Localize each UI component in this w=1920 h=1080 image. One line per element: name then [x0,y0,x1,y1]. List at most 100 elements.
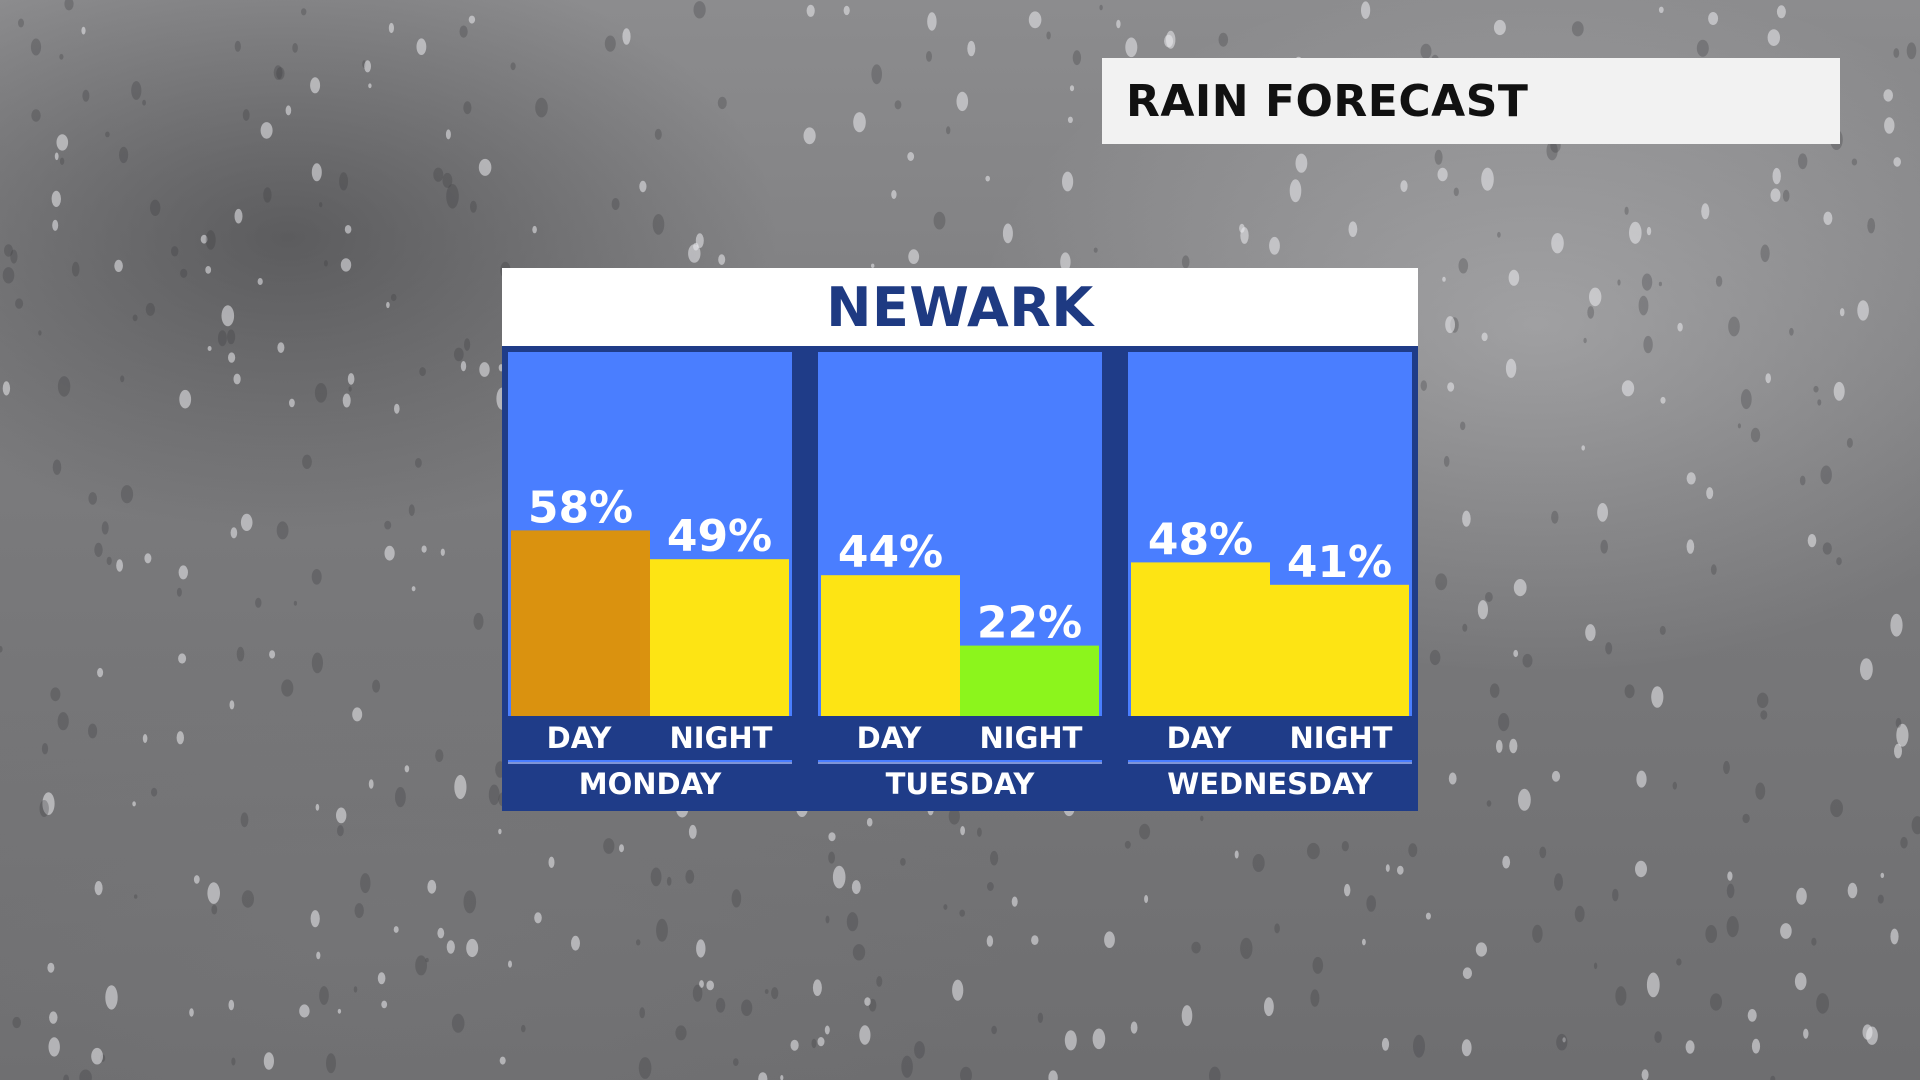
rain-drop [440,548,445,556]
rain-drop [1191,941,1201,954]
rain-drop [636,939,641,946]
rain-drop [435,749,444,762]
rain-drop [1895,717,1902,728]
rain-drop [427,879,437,894]
rain-drop [1659,625,1666,635]
rain-drop [425,957,429,963]
rain-drop [1857,300,1869,321]
rain-drop [88,492,97,505]
rain-drop [94,881,103,896]
rain-drop [97,667,104,678]
rain-drop [685,869,695,884]
rain-drop [758,1072,768,1080]
rain-drop [943,904,948,910]
rain-drop [276,521,289,540]
rain-drop [415,458,422,468]
rain-drop [532,225,537,234]
rain-drop [473,612,484,630]
rain-drop [1551,510,1559,524]
rain-drop [1046,31,1051,40]
rain-drop [948,807,960,825]
rain-drop [1890,613,1903,637]
rain-drop [1092,1028,1106,1050]
rain-drop [51,190,61,207]
rain-drop [1069,85,1075,92]
rain-drop [314,383,328,403]
rain-drop [843,5,850,16]
rain-drop [1477,600,1488,620]
rain-drop [1341,841,1349,852]
rain-drop [1794,972,1807,991]
rain-drop [132,314,138,322]
rain-drop [1310,989,1320,1007]
rain-drop [132,801,136,807]
rain-drop [145,302,155,316]
rain-drop [1462,623,1468,632]
rain-drop [1726,883,1735,899]
rain-drop [364,60,371,73]
rain-drop [1443,455,1450,467]
rain-forecast-banner: RAIN FORECAST [1102,58,1840,144]
rain-drop [1048,1070,1058,1080]
rain-drop [914,1041,925,1059]
rain-drop [1846,437,1853,448]
rain-drop [228,999,235,1011]
monday-night-label: NIGHT [669,721,773,755]
rain-drop [977,827,982,837]
rain-drop [217,330,227,347]
monday-period-labels: DAY NIGHT [508,716,792,760]
rain-drop [1880,872,1885,879]
rain-drop [390,293,397,302]
rain-forecast-title: RAIN FORECAST [1126,75,1529,127]
rain-drop [340,258,352,272]
rain-drop [1772,167,1781,185]
rain-drop [1067,116,1073,124]
value-label-tuesday-night: 22% [977,598,1082,649]
rain-drop [499,1056,506,1065]
rain-drop [310,77,321,94]
rain-drop [48,1037,60,1057]
rain-drop [803,127,816,145]
rain-drop [1765,373,1771,384]
rain-drop [1893,157,1901,167]
rain-drop [852,944,866,961]
rain-drop [1685,1040,1695,1054]
rain-drop [386,301,390,309]
rain-drop [986,935,994,947]
rain-drop [1798,153,1808,170]
rain-drop [49,1011,58,1024]
rain-drop [240,513,253,532]
rain-drop [1458,258,1469,274]
rain-drop [31,109,41,122]
rain-drop [446,940,455,954]
rain-drop [180,268,188,278]
rain-drop [384,520,392,530]
rain-drop [846,912,859,932]
rain-drop [15,298,24,309]
rain-drop [1589,287,1602,307]
rain-drop [1799,475,1806,486]
rain-drop [1264,997,1274,1017]
rain-drop [269,650,276,659]
rain-drop [1434,149,1443,165]
rain-drop [1513,649,1519,658]
rain-drop [1125,37,1138,58]
rain-drop [1896,723,1909,747]
rain-drop [1894,743,1902,759]
rain-drop [717,96,727,110]
rain-drop [521,1024,526,1033]
rain-drop [1269,236,1280,255]
rain-drop [442,172,453,188]
rain-drop [1817,399,1822,406]
rain-drop [1200,815,1204,822]
rain-drop [1851,158,1858,166]
rain-drop [319,986,329,1005]
rain-drop [1509,738,1518,754]
rain-drop [1556,1033,1568,1051]
wednesday-period-labels: DAY NIGHT [1128,716,1412,760]
rain-drop [178,653,187,664]
rain-drop [571,935,580,951]
rain-drop [1884,117,1895,134]
rain-drop [1348,221,1358,237]
rain-drop [64,0,74,11]
